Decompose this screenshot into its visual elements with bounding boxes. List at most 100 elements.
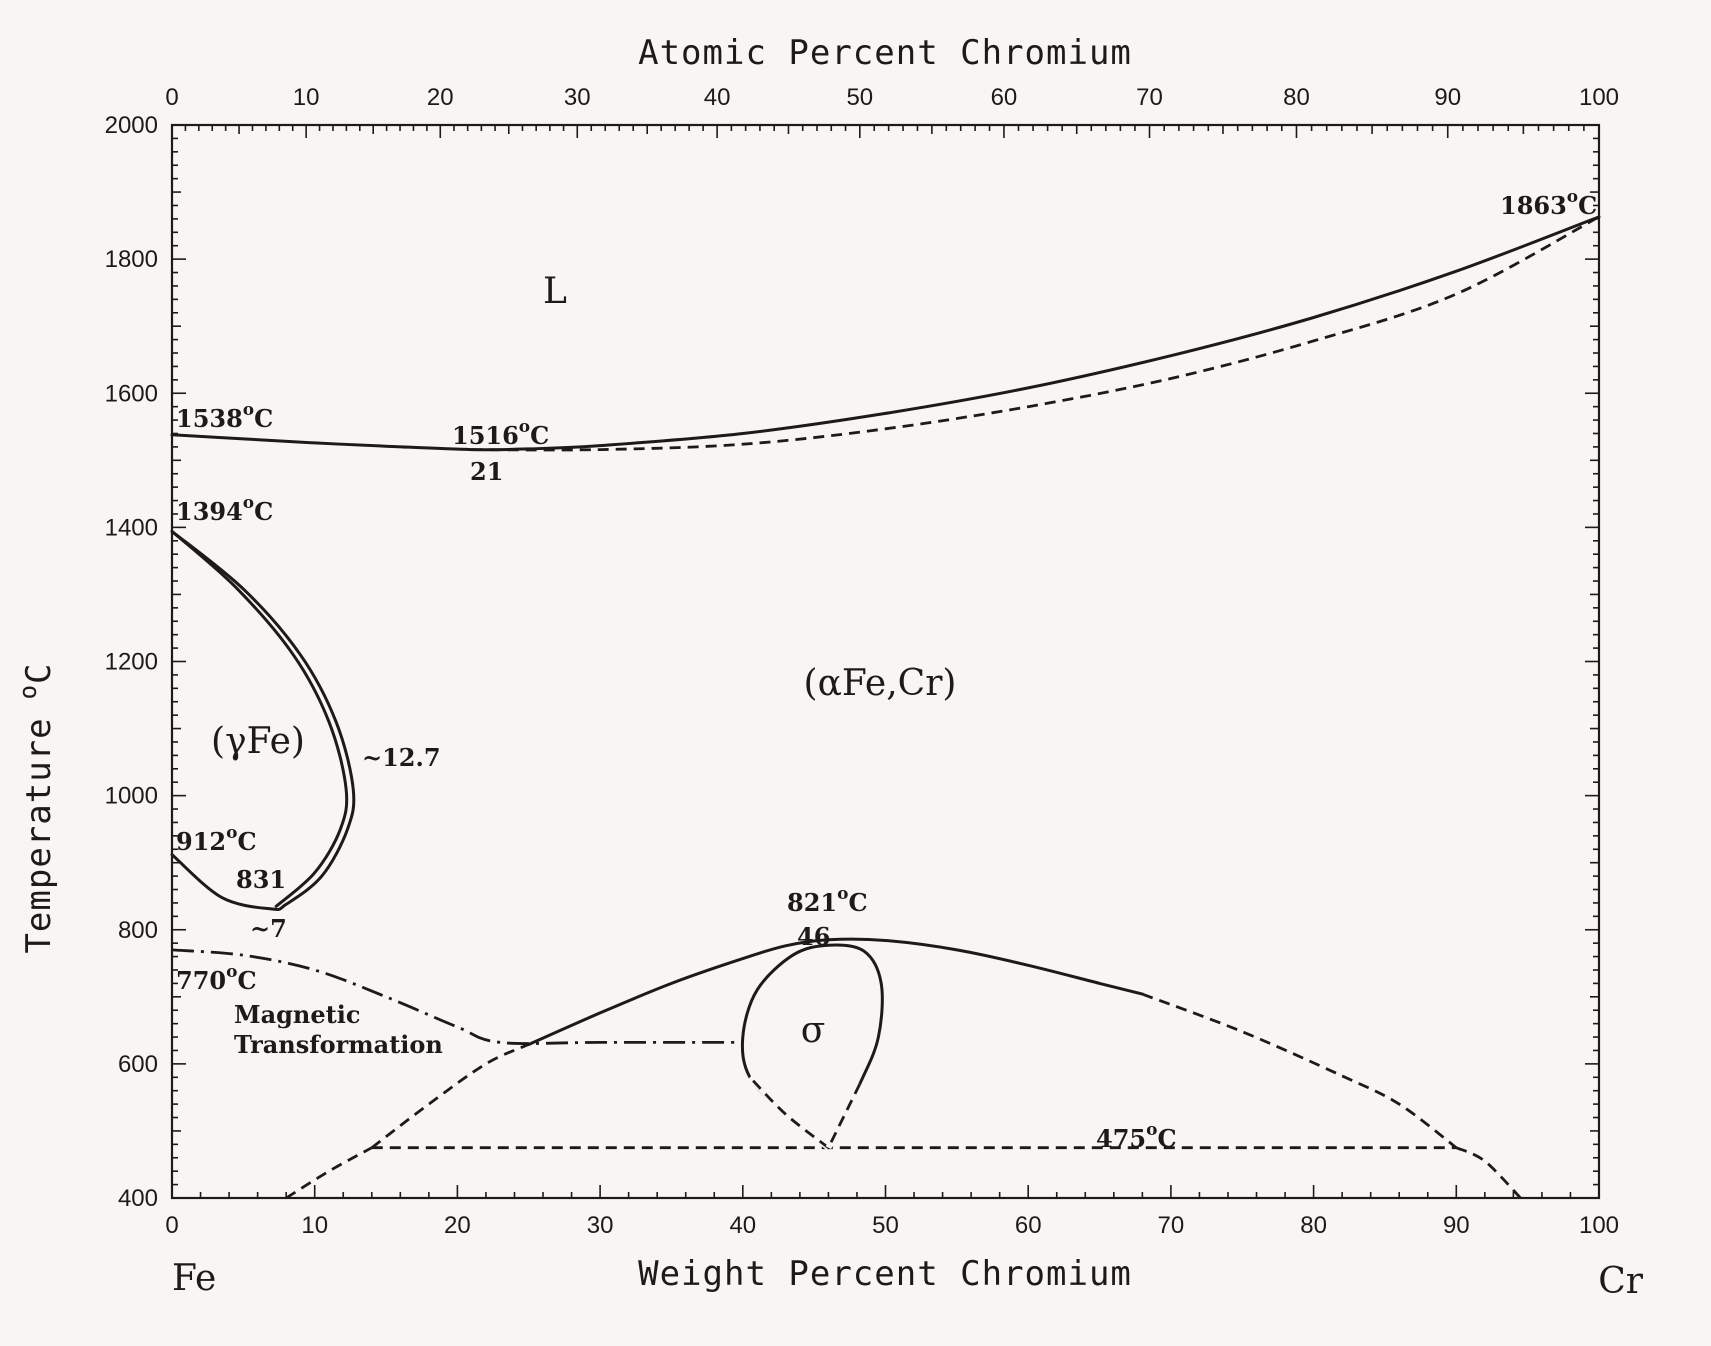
bottom-tick-label: 80 xyxy=(1300,1212,1327,1239)
y-axis-title: Temperature oC xyxy=(14,662,59,953)
top-tick-label: 90 xyxy=(1434,84,1461,111)
t1863-unit: C xyxy=(1578,191,1597,220)
top-tick-label: 80 xyxy=(1283,84,1310,111)
t475-value: 475 xyxy=(1096,1124,1146,1153)
alpha-gamma-transition-label: 912oC xyxy=(176,823,257,856)
gamma-loop-max-comp-label: ~12.7 xyxy=(362,743,441,772)
sigma-region-label: σ xyxy=(801,1010,826,1051)
liquid-region-label: L xyxy=(543,271,567,312)
t475-deg: o xyxy=(1146,1120,1157,1140)
y-tick-label: 1400 xyxy=(105,514,158,541)
curve-magnetic-line xyxy=(171,948,743,1045)
alpha-region-label: (αFe,Cr) xyxy=(804,663,957,704)
y-axis-unit-c: C xyxy=(19,662,59,683)
t770-value: 770 xyxy=(176,966,226,995)
t1516-value: 1516 xyxy=(452,421,519,450)
magnetic-transformation-label-2: Transformation xyxy=(234,1030,443,1059)
t1516-deg: o xyxy=(519,417,530,437)
bottom-tick-label: 10 xyxy=(301,1212,328,1239)
y-axis-label: Temperature oC xyxy=(14,662,59,953)
bottom-tick-label: 50 xyxy=(872,1212,899,1239)
top-tick-label: 30 xyxy=(564,84,591,111)
bottom-tick-label: 30 xyxy=(587,1212,614,1239)
minimum-temperature-label: 1516oC xyxy=(452,417,549,450)
top-tick-label: 70 xyxy=(1136,84,1163,111)
bottom-tick-label: 0 xyxy=(165,1212,178,1239)
t1538-value: 1538 xyxy=(176,404,243,433)
curve-alpha-sigma-left-dash xyxy=(370,1043,530,1149)
y-tick-label: 1800 xyxy=(105,246,158,273)
phase-boundary-curves xyxy=(170,215,1601,1200)
curve-solidus xyxy=(471,215,1600,452)
top-axis-title: Atomic Percent Chromium xyxy=(638,33,1132,73)
t912-value: 912 xyxy=(176,827,226,856)
gamma-region-label: (γFe) xyxy=(211,721,305,762)
gamma-alpha-transition-label: 1394oC xyxy=(176,493,273,526)
gamma-loop-minimum-comp-label: ~7 xyxy=(250,914,287,943)
axis-tick-labels: 0 10 20 30 40 50 60 70 80 90 1000 10 20 30 40 50 60 70 80 9… xyxy=(105,84,1619,1239)
y-tick-label: 800 xyxy=(118,917,158,944)
top-tick-label: 10 xyxy=(293,84,320,111)
melting-point-cr-label: 1863oC xyxy=(1500,187,1597,220)
cr-end-label: Cr xyxy=(1598,1261,1644,1302)
t770-unit: C xyxy=(237,966,256,995)
y-axis-unit-deg: o xyxy=(14,684,42,699)
bottom-tick-label: 60 xyxy=(1015,1212,1042,1239)
curve-gamma-loop-inner xyxy=(170,529,349,908)
t821-deg: o xyxy=(837,884,848,904)
sigma-max-temp-label: 821oC xyxy=(787,884,868,917)
t1863-value: 1863 xyxy=(1500,191,1567,220)
gamma-loop-minimum-temp-label: 831 xyxy=(236,865,286,894)
t1538-deg: o xyxy=(243,400,254,420)
bottom-axis-title: Weight Percent Chromium xyxy=(638,1254,1132,1294)
curve-liquidus xyxy=(170,215,1601,452)
t770-deg: o xyxy=(226,962,237,982)
t1394-deg: o xyxy=(243,493,254,513)
y-axis-label-text: Temperature xyxy=(19,717,59,953)
curve-alpha-sigma-left-solid xyxy=(527,937,1144,1046)
sigma-loop-lower-dash xyxy=(827,1083,862,1149)
curie-temp-label: 770oC xyxy=(176,962,257,995)
curve-bottom-dash-right xyxy=(1455,1146,1522,1199)
top-tick-label: 60 xyxy=(991,84,1018,111)
axis-ticks xyxy=(171,124,1600,1199)
y-tick-label: 1200 xyxy=(105,649,158,676)
sigma-loop-mask xyxy=(747,1075,831,1151)
minimum-composition-label: 21 xyxy=(470,457,503,486)
curve-alpha-sigma-right-dash xyxy=(1141,992,1458,1149)
melting-point-fe-label: 1538oC xyxy=(176,400,273,433)
y-tick-label: 1000 xyxy=(105,783,158,810)
t1516-unit: C xyxy=(530,421,549,450)
curve-gamma-loop-outer xyxy=(170,529,356,911)
t1863-deg: o xyxy=(1567,187,1578,207)
t1394-unit: C xyxy=(254,497,273,526)
t1538-unit: C xyxy=(254,404,273,433)
bottom-tick-label: 70 xyxy=(1158,1212,1185,1239)
bottom-tick-label: 100 xyxy=(1579,1212,1619,1239)
fe-end-label: Fe xyxy=(172,1258,216,1299)
bottom-tick-label: 90 xyxy=(1443,1212,1470,1239)
t821-unit: C xyxy=(848,888,867,917)
curve-bottom-dash-left xyxy=(285,1146,373,1200)
magnetic-transformation-label-1: Magnetic xyxy=(234,1000,360,1029)
t821-value: 821 xyxy=(787,888,837,917)
top-tick-label: 20 xyxy=(427,84,454,111)
y-tick-label: 1600 xyxy=(105,380,158,407)
top-tick-label: 100 xyxy=(1579,84,1619,111)
top-tick-label: 50 xyxy=(846,84,873,111)
top-tick-label: 0 xyxy=(165,84,178,111)
t475-unit: C xyxy=(1157,1124,1176,1153)
y-tick-label: 600 xyxy=(118,1051,158,1078)
t912-unit: C xyxy=(237,827,256,856)
top-tick-label: 40 xyxy=(704,84,731,111)
y-tick-label: 2000 xyxy=(105,112,158,139)
eutectoid-temp-label: 475oC xyxy=(1096,1120,1177,1153)
t1394-value: 1394 xyxy=(176,497,243,526)
sigma-max-comp-label: 46 xyxy=(797,922,830,951)
t912-deg: o xyxy=(226,823,237,843)
bottom-tick-label: 40 xyxy=(729,1212,756,1239)
y-tick-label: 400 xyxy=(118,1185,158,1212)
sigma-loop-lower-dash xyxy=(748,1076,830,1149)
